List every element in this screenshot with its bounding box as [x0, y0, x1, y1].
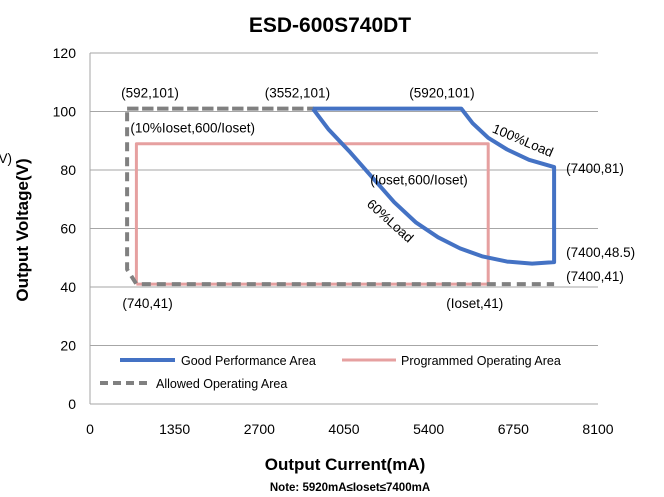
series-line-2: [125, 106, 555, 287]
y-axis-ticks: 0 20 40 60 80 100 120: [53, 45, 77, 412]
annotation-label: 100%Load: [490, 121, 555, 160]
y-tick-label: 40: [60, 279, 76, 295]
annotation-label: (740,41): [122, 296, 172, 311]
y-tick-label: 80: [60, 162, 76, 178]
x-tick-label: 1350: [159, 421, 190, 437]
annotation-label: (7400,41): [566, 269, 624, 284]
gridlines: [89, 52, 598, 405]
y-axis-title-cut: (V): [0, 151, 12, 166]
x-axis-ticks: 0 1350 2700 4050 5400 6750 8100: [86, 421, 614, 437]
annotation-label: (Ioset,600/Ioset): [370, 173, 468, 188]
x-tick-label: 4050: [328, 421, 359, 437]
x-tick-label: 6750: [498, 421, 529, 437]
x-tick-label: 5400: [413, 421, 444, 437]
y-tick-label: 60: [60, 221, 76, 237]
x-axis-title: Output Current(mA): [265, 455, 426, 474]
annotation-label: (7400,48.5): [566, 245, 635, 260]
chart-title: ESD-600S740DT: [249, 14, 411, 37]
series-line-0: [311, 106, 557, 266]
annotation-label: (5920,101): [409, 86, 474, 101]
legend-label-allowed-operating: Allowed Operating Area: [156, 377, 287, 391]
annotation-label: (Ioset,41): [446, 296, 503, 311]
legend-label-good-performance: Good Performance Area: [181, 354, 316, 368]
x-tick-label: 8100: [582, 421, 613, 437]
y-tick-label: 0: [68, 396, 76, 412]
legend-label-programmed-operating: Programmed Operating Area: [401, 354, 561, 368]
y-tick-label: 20: [60, 338, 76, 354]
annotation-label: (10%Ioset,600/Ioset): [130, 121, 255, 136]
y-axis-title: Output Voltage(V): [13, 158, 32, 301]
series-line-1: [134, 142, 490, 286]
annotation-label: (592,101): [121, 86, 179, 101]
chart-note: Note: 5920mA≤Ioset≤7400mA: [270, 482, 430, 494]
annotation-label: 60%Load: [364, 196, 416, 245]
legend: Good Performance Area Programmed Operati…: [100, 354, 561, 391]
y-tick-label: 100: [53, 104, 77, 120]
annotation-label: (7400,81): [566, 161, 624, 176]
x-tick-label: 0: [86, 421, 94, 437]
y-tick-label: 120: [53, 45, 77, 61]
annotation-label: (3552,101): [265, 86, 330, 101]
series-layer: [125, 106, 557, 287]
x-tick-label: 2700: [244, 421, 275, 437]
annotations: (592,101) (3552,101) (5920,101) 100%Load (10…: [121, 86, 635, 312]
